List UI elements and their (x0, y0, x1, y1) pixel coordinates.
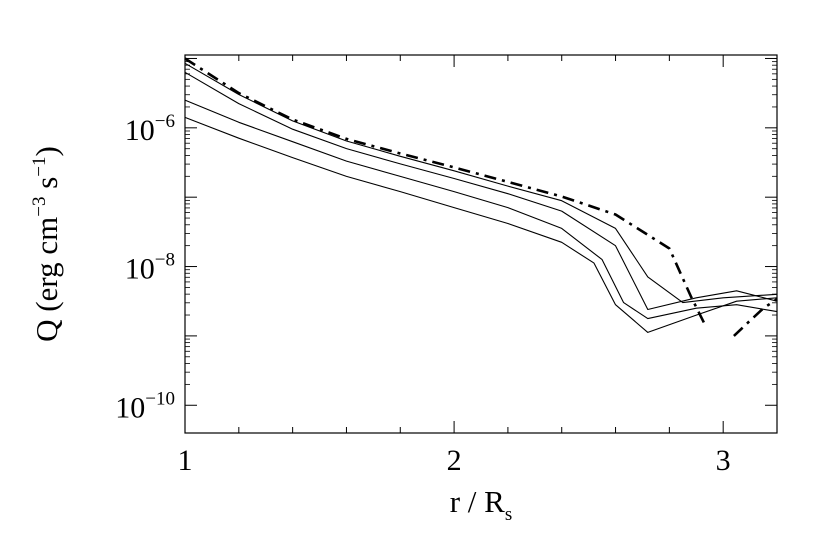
plot-frame (184, 54, 778, 434)
x-axis-title-subscript: s (505, 504, 512, 525)
x-tick-label: 2 (447, 444, 462, 477)
y-tick-label: 10−10 (115, 388, 175, 424)
x-axis-title-main: r / R (450, 484, 505, 519)
x-tick-label: 1 (178, 444, 193, 477)
y-tick-label-exp: −10 (145, 388, 175, 409)
y-tick-label-base: 10 (115, 391, 145, 424)
axis-tick-labels: 1 2 310−610−810−10 (115, 111, 730, 477)
y-axis-title-close: ) (29, 146, 64, 156)
series-solid-line-3 (184, 99, 778, 320)
x-axis-title: r / Rs (450, 484, 513, 525)
y-axis-title-exp1: −3 (29, 197, 50, 217)
series-solid-line-1 (184, 62, 778, 304)
series-dashdot-line (184, 57, 706, 324)
y-axis-title-mid: s (29, 177, 64, 197)
y-tick-label: 10−8 (125, 250, 175, 286)
x-tick-label: 3 (716, 444, 731, 477)
series-dashdot-line (733, 298, 778, 337)
axis-ticks (184, 55, 778, 433)
y-tick-label-exp: −8 (155, 250, 175, 271)
y-axis-title: Q (erg cm−3 s−1) (29, 146, 64, 342)
y-tick-label: 10−6 (125, 111, 175, 147)
series-solid-line-4 (184, 116, 778, 333)
y-tick-label-exp: −6 (155, 111, 175, 132)
series-lines (184, 57, 778, 337)
y-axis-title-exp2: −1 (29, 156, 50, 176)
series-solid-line-2 (184, 71, 778, 311)
y-axis-title-main: Q (erg cm (29, 217, 64, 342)
y-tick-label-base: 10 (125, 114, 155, 147)
y-tick-label-base: 10 (125, 253, 155, 286)
